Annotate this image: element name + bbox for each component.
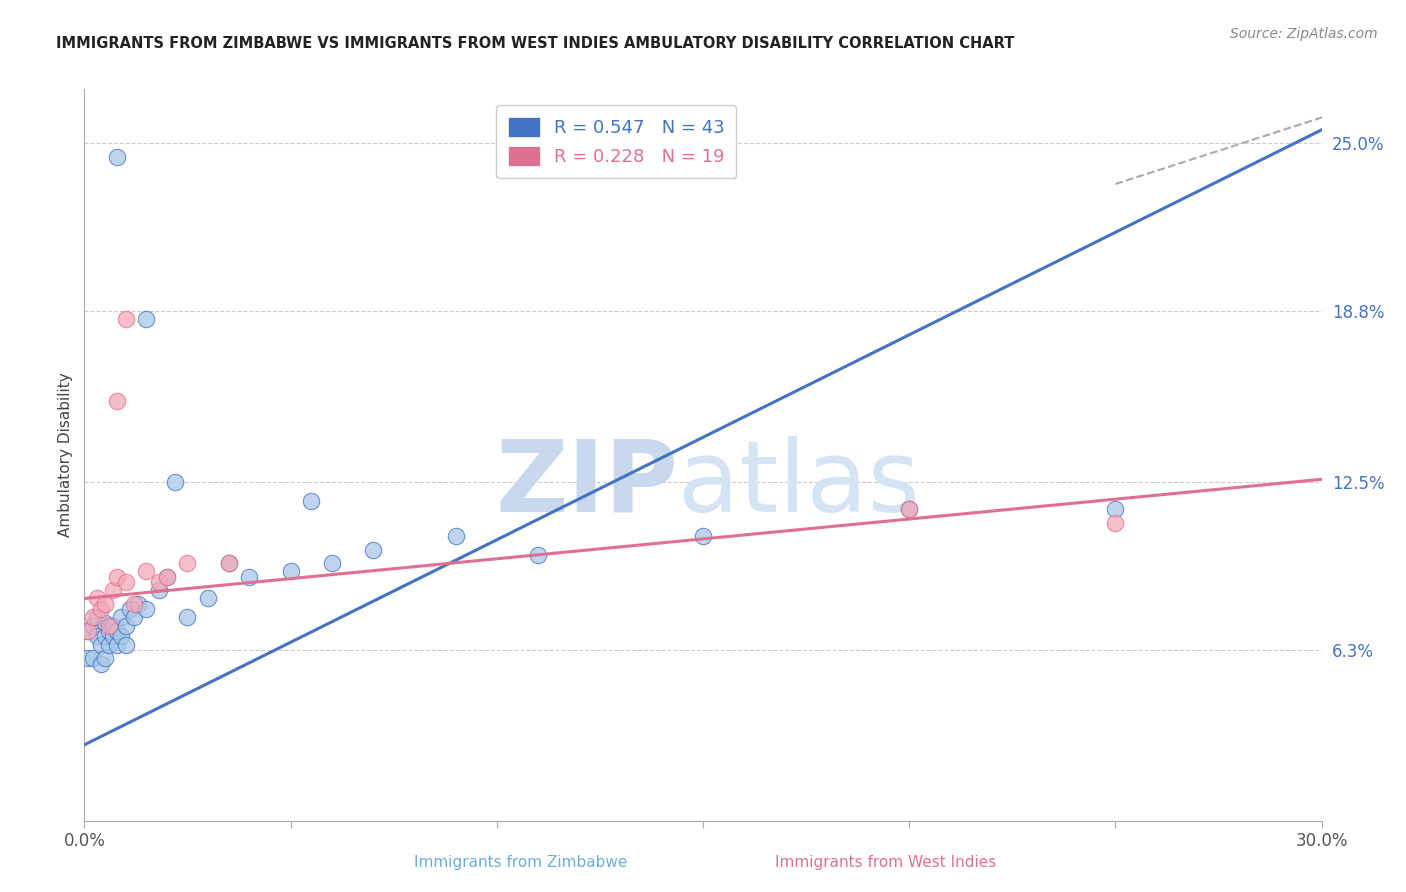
Point (299, 494, 322, 508)
Point (1104, 516, 1126, 530)
Point (527, 548, 550, 562)
Point (105, 624, 128, 638)
Point (148, 583, 170, 598)
Point (110, 629, 132, 643)
Point (238, 570, 260, 584)
Point (98, 624, 121, 638)
Point (176, 556, 198, 570)
Point (122, 610, 145, 624)
Point (114, 618, 136, 632)
Point (103, 618, 125, 632)
Text: Immigrants from Zimbabwe: Immigrants from Zimbabwe (413, 855, 627, 870)
Point (898, 502, 921, 516)
Point (444, 529, 467, 543)
Point (105, 638, 128, 652)
Point (82, 651, 104, 665)
Point (105, 393, 128, 408)
Point (692, 529, 714, 543)
Point (135, 602, 157, 616)
Point (218, 556, 240, 570)
Point (90, 602, 112, 616)
Point (94, 629, 117, 643)
Point (82, 610, 104, 624)
Point (280, 565, 302, 579)
Point (321, 556, 343, 570)
Point (165, 475, 187, 489)
Point (148, 575, 170, 590)
Text: Immigrants from West Indies: Immigrants from West Indies (775, 855, 997, 870)
Text: atlas: atlas (678, 435, 920, 533)
Point (176, 610, 198, 624)
Point (98, 618, 121, 632)
Point (86, 629, 108, 643)
Point (90, 638, 112, 652)
Point (103, 583, 125, 598)
Point (114, 312, 136, 326)
Point (77, 624, 100, 638)
Point (156, 570, 179, 584)
Point (77, 651, 100, 665)
Point (90, 657, 112, 671)
Text: IMMIGRANTS FROM ZIMBABWE VS IMMIGRANTS FROM WEST INDIES AMBULATORY DISABILITY CO: IMMIGRANTS FROM ZIMBABWE VS IMMIGRANTS F… (56, 36, 1015, 51)
Point (86, 591, 108, 606)
Point (197, 591, 219, 606)
Y-axis label: Ambulatory Disability: Ambulatory Disability (58, 373, 73, 537)
Text: Source: ZipAtlas.com: Source: ZipAtlas.com (1230, 27, 1378, 41)
Point (98, 638, 121, 652)
Point (127, 597, 149, 611)
Point (118, 602, 141, 616)
Point (77, 624, 100, 638)
Point (135, 565, 157, 579)
Point (94, 597, 117, 611)
Point (898, 502, 921, 516)
Point (94, 615, 117, 630)
Point (105, 150, 128, 164)
Point (110, 610, 132, 624)
Point (122, 597, 145, 611)
Point (156, 570, 179, 584)
Text: ZIP: ZIP (495, 435, 678, 533)
Legend: R = 0.547   N = 43, R = 0.228   N = 19: R = 0.547 N = 43, R = 0.228 N = 19 (496, 105, 737, 178)
Point (114, 575, 136, 590)
Point (361, 542, 384, 557)
Point (135, 312, 157, 326)
Point (105, 570, 128, 584)
Point (82, 618, 104, 632)
Point (218, 556, 240, 570)
Point (114, 638, 136, 652)
Point (86, 610, 108, 624)
Point (94, 651, 117, 665)
Point (1104, 502, 1126, 516)
Point (103, 629, 125, 643)
